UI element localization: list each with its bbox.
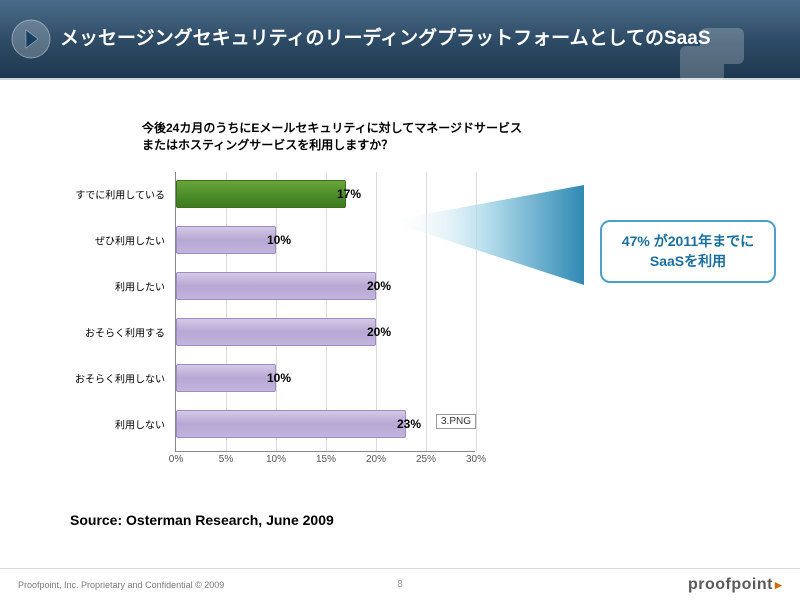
callout-arrow-icon xyxy=(388,185,598,295)
footer-logo: proofpoint▸ xyxy=(688,576,782,594)
callout-text: 47% が2011年までにSaaSを利用 xyxy=(622,233,754,269)
bar-row: おそらく利用しない10% xyxy=(176,364,276,392)
chart-question-line1: 今後24カ月のうちにEメールセキュリティに対してマネージドサービス xyxy=(142,121,522,135)
bar: 23% xyxy=(176,410,406,438)
y-category-label: すでに利用している xyxy=(71,186,171,201)
footer-confidential: Proofpoint, Inc. Proprietary and Confide… xyxy=(18,580,224,590)
chart-question: 今後24カ月のうちにEメールセキュリティに対してマネージドサービス またはホステ… xyxy=(142,120,550,154)
bar-value-label: 10% xyxy=(267,371,291,385)
callout-box: 47% が2011年までにSaaSを利用 xyxy=(600,220,776,283)
x-tick-label: 15% xyxy=(316,454,336,465)
bar-row: すでに利用している17% xyxy=(176,180,346,208)
slide-header: メッセージングセキュリティのリーディングプラットフォームとしてのSaaS xyxy=(0,0,800,80)
bar: 10% xyxy=(176,364,276,392)
source-citation: Source: Osterman Research, June 2009 xyxy=(70,512,334,528)
x-tick-label: 25% xyxy=(416,454,436,465)
y-category-label: おそらく利用しない xyxy=(71,370,171,385)
bar-row: 利用したい20% xyxy=(176,272,376,300)
bar-row: ぜひ利用したい10% xyxy=(176,226,276,254)
header-decoration-icon xyxy=(670,28,760,93)
slide-footer: Proofpoint, Inc. Proprietary and Confide… xyxy=(0,568,800,600)
x-tick-label: 5% xyxy=(219,454,233,465)
y-category-label: 利用したい xyxy=(71,278,171,293)
bar-value-label: 23% xyxy=(397,417,421,431)
footer-logo-caret-icon: ▸ xyxy=(775,577,782,593)
footer-logo-text: proofpoint xyxy=(688,576,773,594)
x-tick-label: 0% xyxy=(169,454,183,465)
bar-value-label: 20% xyxy=(367,325,391,339)
bar-row: 利用しない23% xyxy=(176,410,406,438)
bar: 10% xyxy=(176,226,276,254)
bar-value-label: 17% xyxy=(337,187,361,201)
chart-question-line2: またはホスティングサービスを利用しますか？ xyxy=(142,138,393,152)
header-arrow-icon xyxy=(10,18,52,60)
bar-value-label: 10% xyxy=(267,233,291,247)
bar: 20% xyxy=(176,318,376,346)
y-category-label: ぜひ利用したい xyxy=(71,232,171,247)
slide-title: メッセージングセキュリティのリーディングプラットフォームとしてのSaaS xyxy=(60,26,751,52)
bar: 20% xyxy=(176,272,376,300)
y-category-label: 利用しない xyxy=(71,416,171,431)
png-badge: 3.PNG xyxy=(436,414,476,429)
x-tick-label: 10% xyxy=(266,454,286,465)
chart-region: 今後24カ月のうちにEメールセキュリティに対してマネージドサービス またはホステ… xyxy=(70,120,550,482)
bar-row: おそらく利用する20% xyxy=(176,318,376,346)
x-tick-label: 20% xyxy=(366,454,386,465)
bar: 17% xyxy=(176,180,346,208)
y-category-label: おそらく利用する xyxy=(71,324,171,339)
x-tick-label: 30% xyxy=(466,454,486,465)
footer-page-number: 8 xyxy=(397,579,403,590)
